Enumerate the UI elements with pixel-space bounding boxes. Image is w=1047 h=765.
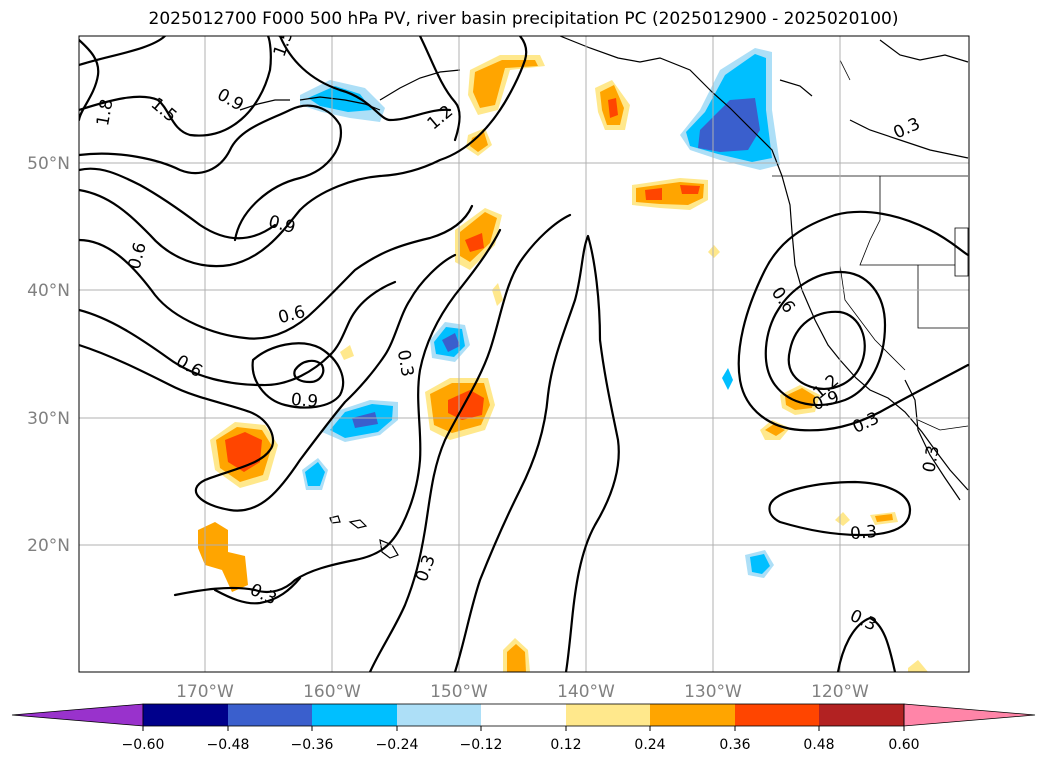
coastlines	[239, 36, 969, 559]
colorbar-tick-label: 0.24	[634, 737, 665, 753]
colorbar-segment	[143, 704, 228, 726]
colorbar-tick-label: −0.48	[207, 737, 250, 753]
colorbar-tick-label: −0.36	[291, 737, 334, 753]
contour-label: 0.9	[290, 390, 319, 412]
colorbar-tick-label: −0.24	[376, 737, 419, 753]
colorbar: −0.60 −0.48 −0.36 −0.24 −0.12 0.12 0.24 …	[11, 703, 1036, 753]
lon-label-120w: 120°W	[811, 682, 869, 702]
colorbar-segment	[735, 704, 819, 726]
colorbar-segment	[819, 704, 904, 726]
lon-label-130w: 130°W	[684, 682, 742, 702]
lon-label-150w: 150°W	[430, 682, 488, 702]
lat-label-30n: 30°N	[27, 409, 70, 429]
map-panel: 1.8 1.5 1.5 0.9 1.2 0.9 0.6 0.6 0.6 0.9 …	[79, 36, 969, 672]
colorbar-segment	[228, 704, 312, 726]
contour-label: 0.3	[919, 444, 943, 474]
colorbar-tick-label: −0.12	[460, 737, 503, 753]
latitude-labels: 20°N 30°N 40°N 50°N	[27, 154, 70, 556]
lon-label-160w: 160°W	[303, 682, 361, 702]
graticule	[79, 36, 969, 672]
lon-label-140w: 140°W	[557, 682, 615, 702]
colorbar-tick-label: 0.60	[888, 737, 919, 753]
lon-label-170w: 170°W	[176, 682, 234, 702]
colorbar-segment	[566, 704, 650, 726]
colorbar-segment	[397, 704, 481, 726]
lat-label-50n: 50°N	[27, 154, 70, 174]
contour-label: 1.8	[93, 98, 117, 128]
map-frame	[78, 35, 970, 673]
colorbar-segment	[650, 704, 735, 726]
contour-label: 0.3	[849, 522, 878, 544]
colorbar-segment	[481, 704, 566, 726]
lat-label-40n: 40°N	[27, 281, 70, 301]
lat-label-20n: 20°N	[27, 536, 70, 556]
colorbar-tick-label: −0.60	[122, 737, 165, 753]
colorbar-segment	[903, 703, 1036, 727]
colorbar-tick-label: 0.36	[719, 737, 750, 753]
longitude-labels: 170°W 160°W 150°W 140°W 130°W 120°W	[176, 682, 869, 702]
pv-contours	[79, 36, 969, 672]
colorbar-segment	[312, 704, 397, 726]
colorbar-tick-label: 0.12	[550, 737, 581, 753]
colorbar-tick-label: 0.48	[803, 737, 834, 753]
map-title: 2025012700 F000 500 hPa PV, river basin …	[148, 9, 899, 29]
contour-label: 0.3	[393, 348, 417, 378]
colorbar-segment	[11, 703, 144, 727]
